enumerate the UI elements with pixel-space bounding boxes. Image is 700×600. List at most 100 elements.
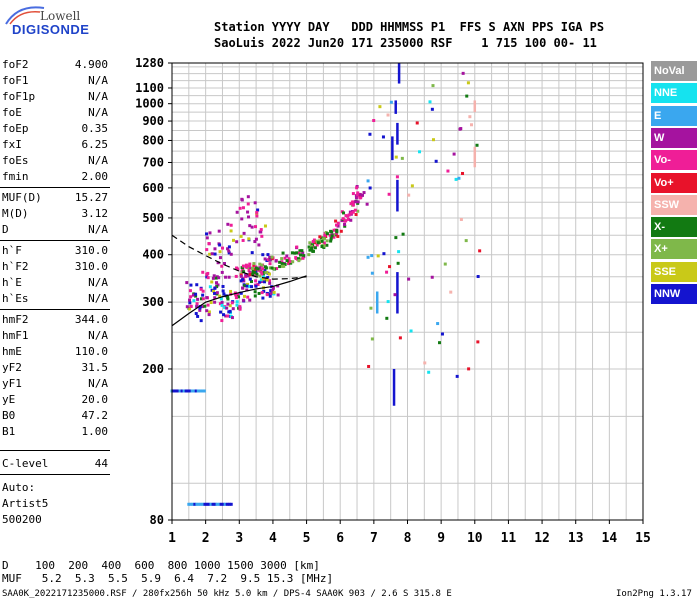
data-point-sparse <box>431 138 435 142</box>
data-point-spread <box>220 270 224 274</box>
data-point-f-layer <box>211 276 215 280</box>
data-point-o-trace <box>234 274 238 278</box>
data-point-spread <box>205 232 209 236</box>
y-tick-label: 800 <box>142 133 164 147</box>
param-key: foF2 <box>2 58 29 71</box>
data-point-f-layer <box>210 280 214 284</box>
data-point-x-trace <box>251 266 255 270</box>
data-point-f-layer <box>185 305 189 309</box>
data-point-low-band <box>194 389 198 393</box>
data-point-o-trace <box>308 241 312 245</box>
data-point-x-trace <box>295 251 299 255</box>
param-value: N/A <box>88 74 108 87</box>
data-point-f-layer <box>236 292 240 296</box>
data-point-x-trace <box>299 253 303 257</box>
data-point-f-layer <box>196 297 200 301</box>
data-point-spread <box>246 210 250 214</box>
data-point-low-band <box>217 502 221 506</box>
data-point-o-trace <box>343 224 347 228</box>
data-point-x-trace <box>293 251 297 255</box>
data-point-sparse <box>427 370 431 374</box>
data-point-o-trace <box>287 257 291 261</box>
data-point-o-trace <box>235 266 239 270</box>
data-point-spread <box>246 202 250 206</box>
data-point-f-layer <box>188 298 192 302</box>
data-point-f-layer <box>263 280 267 284</box>
param-value: 15.27 <box>74 191 108 204</box>
data-point-low-band <box>219 502 223 506</box>
data-point-sparse <box>397 250 401 254</box>
y-tick-label: 1280 <box>135 56 164 70</box>
data-point-f-layer <box>243 284 247 288</box>
data-point-f-layer <box>265 293 269 297</box>
data-point-o-trace <box>318 235 322 239</box>
data-point-low-band <box>189 502 193 506</box>
data-point-spread <box>229 252 233 256</box>
param-row-b1: B1 1.00 <box>2 425 108 441</box>
data-point-f-layer <box>246 295 250 299</box>
data-point-spread <box>222 262 226 266</box>
data-point-f-layer <box>260 291 264 295</box>
param-key: fmin <box>2 170 29 183</box>
data-point-low-band <box>196 389 200 393</box>
data-point-sparse <box>475 143 479 147</box>
param-value: 47.2 <box>81 409 109 422</box>
param-value: N/A <box>88 276 108 289</box>
data-point-spread <box>263 257 267 261</box>
data-point-f-layer <box>258 280 262 284</box>
data-point-sparse <box>466 81 470 85</box>
data-point-low-band <box>195 502 199 506</box>
data-point-x-trace <box>282 264 286 268</box>
data-point-o-trace <box>247 264 251 268</box>
data-point-f-layer <box>191 293 195 297</box>
data-point-f-layer <box>226 314 230 318</box>
data-point-sparse <box>410 184 414 188</box>
data-point-o-trace <box>362 191 366 195</box>
chart-data <box>170 63 482 506</box>
param-separator <box>0 450 110 451</box>
data-point-sparse <box>443 262 447 266</box>
data-point-spread <box>240 198 244 202</box>
data-point-f-layer <box>268 279 272 283</box>
data-point-o-trace <box>320 236 324 240</box>
data-point-f-layer <box>262 289 266 293</box>
data-point-low-band <box>199 502 203 506</box>
y-tick-label: 200 <box>142 362 164 376</box>
data-point-x-trace <box>285 259 289 263</box>
data-point-o-trace <box>281 251 285 255</box>
data-point-f-layer <box>253 290 257 294</box>
auto-artist: Artist5 <box>2 497 49 510</box>
data-point-low-band <box>187 502 191 506</box>
param-row-foep: foEp 0.35 <box>2 122 108 138</box>
data-point-sparse <box>452 152 456 156</box>
data-point-o-trace <box>252 263 256 267</box>
data-point-f-layer <box>219 310 223 314</box>
data-point-spread <box>208 231 212 235</box>
param-row-hme: hmE 110.0 <box>2 345 108 361</box>
data-point-o-trace <box>332 228 336 232</box>
param-value: 6.25 <box>81 138 109 151</box>
data-point-o-trace <box>349 218 353 222</box>
data-point-o-trace <box>315 243 319 247</box>
data-point-f-layer <box>194 312 198 316</box>
data-point-o-trace <box>353 208 357 212</box>
data-point-f-layer <box>192 299 196 303</box>
data-point-f-layer <box>242 294 246 298</box>
header-row-1: Station YYYY DAY DDD HHMMSS P1 FFS S AXN… <box>214 20 605 34</box>
x-tick-label: 12 <box>534 531 550 546</box>
data-point-o-trace <box>356 200 360 204</box>
data-point-o-trace <box>344 214 348 218</box>
data-point-o-trace <box>270 257 274 261</box>
data-point-spread <box>206 276 210 280</box>
data-point-f-layer <box>245 288 249 292</box>
data-point-f-layer <box>203 304 207 308</box>
data-point-sparse <box>407 193 411 197</box>
data-point-sparse <box>457 176 461 180</box>
param-value: N/A <box>88 223 108 236</box>
param-value: 20.0 <box>81 393 109 406</box>
data-point-sparse <box>461 71 465 75</box>
x-tick-label: 11 <box>501 531 517 546</box>
data-point-sparse <box>434 159 438 163</box>
param-row-h-f2: h`F2 310.0 <box>2 260 108 276</box>
data-point-x-trace <box>253 270 257 274</box>
